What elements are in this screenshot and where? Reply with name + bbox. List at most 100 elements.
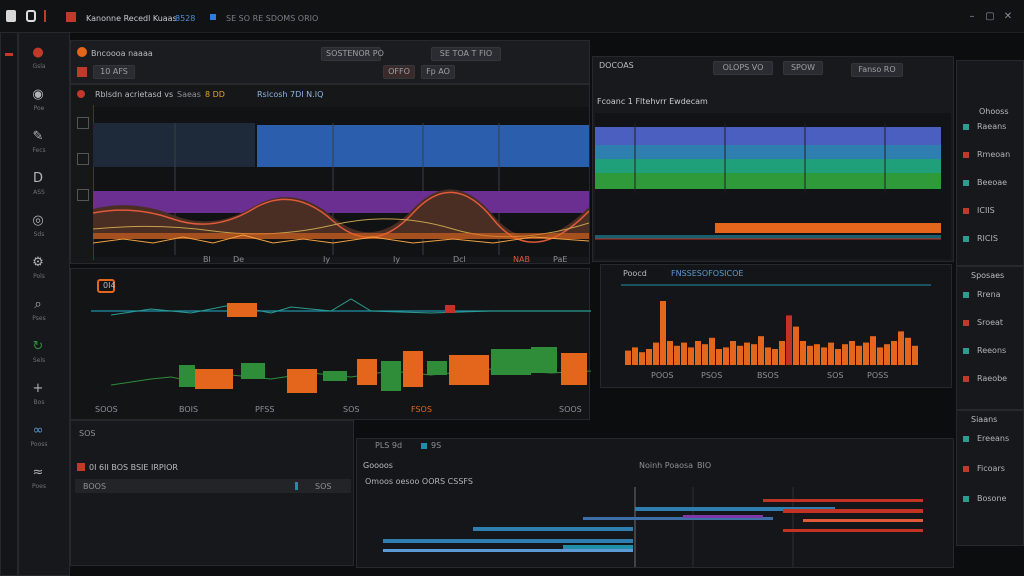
arm-button[interactable] <box>77 189 89 201</box>
footer-label-3: PFSS <box>255 405 275 414</box>
item-status-icon <box>963 376 969 382</box>
inspector-item[interactable]: Beeoae <box>963 177 1019 191</box>
toolbar-button-1[interactable]: SOSTENOR PO <box>321 47 384 61</box>
tool-label: Gsla <box>32 63 46 70</box>
ruler-label-7: PaE <box>553 255 568 264</box>
window-icon[interactable] <box>26 10 36 22</box>
bottom-left-record-icon[interactable] <box>77 463 85 471</box>
solo-button[interactable] <box>77 153 89 165</box>
gear-icon[interactable]: ⚙ <box>32 254 44 270</box>
bottom-tab-1[interactable]: PLS 9d <box>375 441 403 450</box>
marker-label-2: BIO <box>697 461 712 470</box>
tool-label: Pols <box>33 273 45 280</box>
item-status-icon <box>963 436 969 442</box>
loop-icon[interactable]: ↻ <box>32 338 44 354</box>
toolbar-button-2[interactable]: SE TOA T FIO <box>431 47 501 61</box>
inspector-item[interactable]: RICIS <box>963 233 1019 247</box>
toolbar-button-3[interactable]: OFFO <box>383 65 415 79</box>
window-title: Kanonne Recedl Kuaas <box>86 14 177 23</box>
spectrum-view[interactable] <box>595 113 951 261</box>
inspector-item[interactable]: Ficoars <box>963 463 1019 477</box>
inspector-item-label: Reeons <box>977 346 1007 355</box>
inspector-item[interactable]: Rrena <box>963 289 1019 303</box>
plus-icon[interactable]: + <box>32 380 44 396</box>
bottom-left-status: 0I 6II BOS BSIE IRPIOR <box>89 463 178 472</box>
tool-label: Sds <box>33 231 45 238</box>
tool-label: ASS <box>33 189 45 196</box>
inspector-item-label: Rmeoan <box>977 150 1011 159</box>
inspector-item[interactable]: ICIIS <box>963 205 1019 219</box>
spectrum-button-2[interactable]: SPOW <box>783 61 823 75</box>
meter-bar <box>709 337 715 365</box>
bottom-left-tab[interactable]: SOS <box>79 429 96 438</box>
tempo-field[interactable]: 10 AFS <box>93 65 135 79</box>
meter-bar <box>716 349 722 365</box>
meter-bar <box>674 345 680 365</box>
inspector-item[interactable]: Rmeoan <box>963 149 1019 163</box>
brush-icon[interactable]: ✎ <box>32 128 44 144</box>
inspector-item[interactable]: Ereeans <box>963 433 1019 447</box>
inspector-item-label: Bosone <box>977 494 1007 503</box>
search-icon[interactable]: ⌕ <box>34 296 42 312</box>
format-field[interactable]: Fp AO <box>421 65 455 79</box>
spectrum-search[interactable]: Fanso RO <box>851 63 903 77</box>
sync-icon <box>210 14 216 20</box>
item-status-icon <box>963 292 969 298</box>
meter-bar <box>891 341 897 365</box>
close-icon[interactable]: ✕ <box>1003 10 1013 22</box>
minimize-icon[interactable]: – <box>969 10 975 22</box>
mic-icon[interactable]: ◉ <box>32 86 44 102</box>
inspector-item[interactable]: Reeons <box>963 345 1019 359</box>
footer-label-5: FSOS <box>411 405 432 414</box>
meter-bar <box>905 337 911 365</box>
inspector-item-label: Sroeat <box>977 318 1004 327</box>
meter-bar <box>737 345 743 365</box>
meter-bar <box>730 341 736 365</box>
mute-button[interactable] <box>77 117 89 129</box>
inspector-title: Ohooss <box>979 107 1009 116</box>
bar-footer-2: PSOS <box>701 371 723 380</box>
arrange-timeline[interactable] <box>93 105 589 263</box>
bottom-subtitle: Omoos oesoo OORS CSSFS <box>365 477 473 486</box>
bar-panel-legend: FNSSESOFOSICOE <box>671 269 744 278</box>
inspector-item[interactable]: Bosone <box>963 493 1019 507</box>
bottom-tab-2[interactable]: 9S <box>431 441 442 450</box>
inspector-item[interactable]: Sroeat <box>963 317 1019 331</box>
arrange-panel: Rblsdn acrietasd vs Saeas 8 DD Rslcosh 7… <box>70 84 590 264</box>
bottom-timeline[interactable] <box>383 487 943 567</box>
tool-label: Bos <box>33 399 45 406</box>
track-record-icon[interactable] <box>77 90 85 98</box>
inspector-item-label: Raeans <box>977 122 1007 131</box>
meter-bar <box>751 344 757 365</box>
inspector-item-label: Beeoae <box>977 178 1008 187</box>
inspector-item[interactable]: Raeobe <box>963 373 1019 387</box>
project-icon <box>77 47 87 57</box>
track-tag: Saeas <box>177 90 201 99</box>
bottom-timeline-panel: PLS 9d 9S Goooos Noinh Poaosa BIO Omoos … <box>356 438 954 568</box>
bottom-left-panel: SOS 0I 6II BOS BSIE IRPIOR BOOS SOS <box>70 420 354 566</box>
record-icon[interactable]: ● <box>32 44 44 60</box>
track-controls <box>75 105 93 255</box>
automation-lanes[interactable] <box>91 291 591 405</box>
bottom-left-row[interactable]: BOOS SOS <box>75 479 351 493</box>
inspector-section-3-title: Siaans <box>971 415 998 424</box>
inspector-item-label: Rrena <box>977 290 1001 299</box>
clip-badge[interactable] <box>97 279 115 293</box>
tool-label: Pooss <box>30 441 48 448</box>
meter-bar <box>639 352 645 365</box>
bottom-panel-title: Goooos <box>363 461 393 470</box>
tool-label: Poe <box>33 105 45 112</box>
stop-icon[interactable] <box>77 67 87 77</box>
inspector-item-label: RICIS <box>977 234 998 243</box>
eye-icon[interactable]: ◎ <box>32 212 44 228</box>
waveform-icon[interactable]: ≈ <box>32 464 44 480</box>
ruler-label-2: De <box>233 255 245 264</box>
spectrum-button-1[interactable]: OLOPS VO <box>713 61 773 75</box>
meter-bar <box>723 347 729 365</box>
inspector-section-2: Sposaes Rrena Sroeat Reeons Raeobe <box>956 266 1024 410</box>
inspector-item[interactable]: Raeans <box>963 121 1019 135</box>
inspector-sidebar: Ohooss Raeans Rmeoan Beeoae ICIIS RICIS <box>956 60 1024 266</box>
link-icon[interactable]: ∞ <box>32 422 44 438</box>
d-icon[interactable]: D <box>32 170 43 186</box>
maximize-icon[interactable]: ▢ <box>985 10 995 22</box>
